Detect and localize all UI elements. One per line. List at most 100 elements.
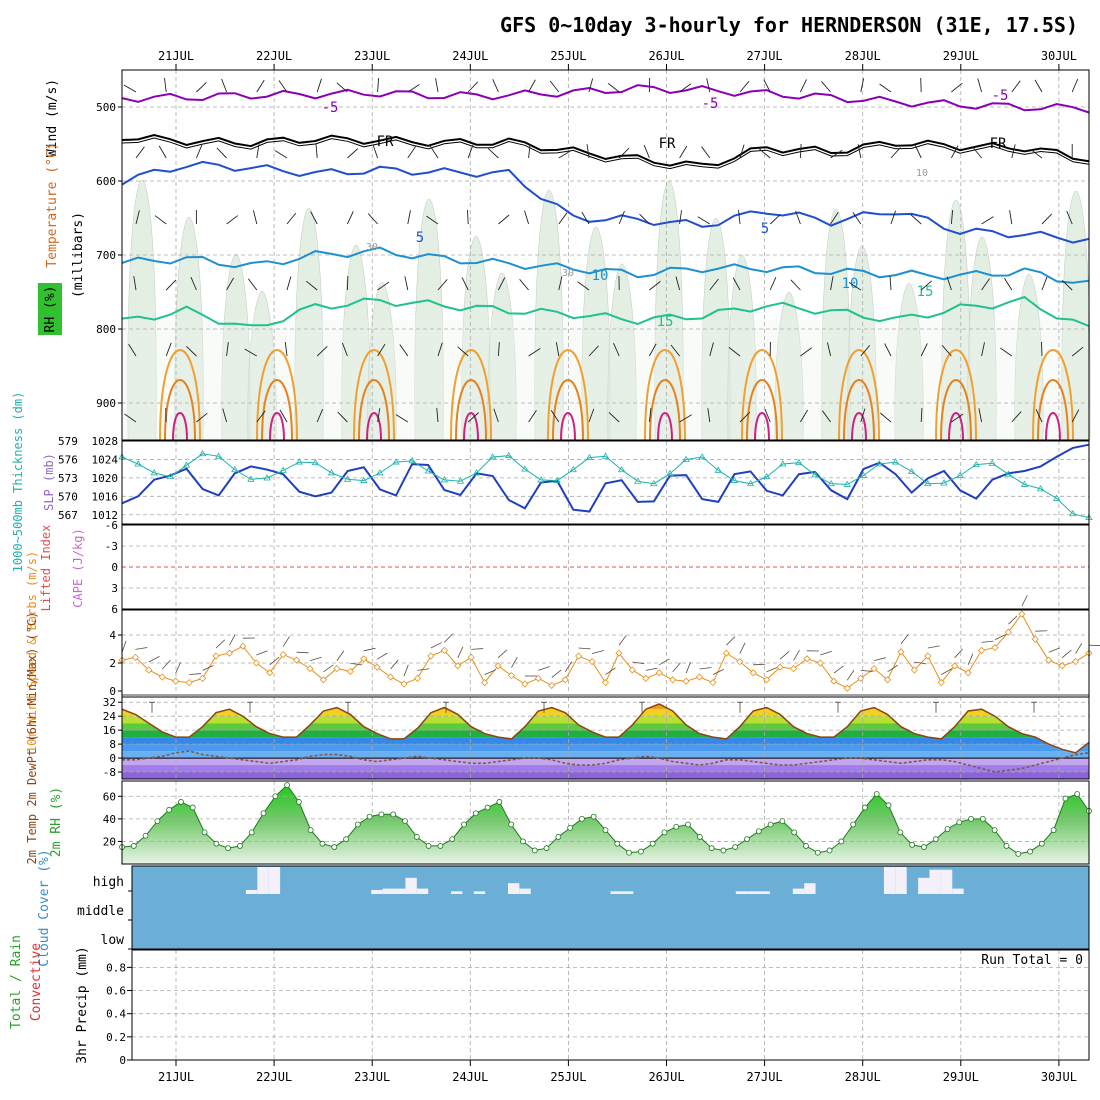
wind-barb <box>248 278 258 291</box>
rh-point <box>968 815 974 822</box>
wind-barb <box>1071 78 1079 93</box>
wind-speed-marker <box>413 674 422 682</box>
wind-barb <box>763 79 771 93</box>
cloud-high-bar <box>519 888 531 894</box>
rh-point <box>178 799 184 805</box>
wind-barb <box>738 210 741 225</box>
chart-title: GFS 0~10day 3-hourly for HERNDERSON (31E… <box>500 13 1078 37</box>
rh-point <box>248 829 255 836</box>
rh-shade-low <box>122 320 1089 440</box>
thickness-marker <box>327 469 336 476</box>
y-axis-title: Total / Rain <box>9 935 24 1029</box>
wind-barb <box>977 78 983 93</box>
thickness-line <box>121 453 1090 519</box>
contour-label: 10 <box>842 276 859 292</box>
wind-barb <box>800 409 808 423</box>
wind-barb-10m <box>605 667 616 675</box>
wind-speed-marker <box>1045 656 1053 664</box>
wind-barb-10m <box>1048 647 1061 653</box>
wind-barb-10m <box>121 640 127 653</box>
wind-barb <box>978 408 983 423</box>
date-label-bottom: 24JUL <box>452 1070 488 1084</box>
wind-barb <box>135 210 140 225</box>
wind-barb <box>910 214 922 225</box>
date-label-bottom: 29JUL <box>943 1070 979 1084</box>
wind-barb <box>588 408 595 423</box>
thickness-marker <box>634 477 642 484</box>
cloud-level-label: high <box>93 875 124 890</box>
rh-point <box>614 840 621 847</box>
wind-barb <box>377 281 390 291</box>
wind-barb-10m <box>645 667 658 671</box>
wind-barb <box>739 144 745 159</box>
wind-barb-10m <box>927 645 940 649</box>
wind-barb <box>848 281 862 291</box>
precip-tick-label: 0.6 <box>106 985 126 998</box>
rh-point <box>142 832 149 839</box>
wind-barb-10m <box>578 647 591 650</box>
warm-contour <box>649 379 681 441</box>
wind-barb <box>830 212 839 225</box>
cape-lifted-index-panel: -6 -3 0 3 6 <box>105 519 1089 616</box>
contour-label: -5 <box>992 88 1009 104</box>
wind-barb <box>697 216 711 225</box>
wind-speed-marker <box>400 680 408 688</box>
rh-point <box>402 818 408 825</box>
temp-band <box>122 758 1089 766</box>
warm-contour <box>455 379 487 441</box>
wind-barb <box>549 80 560 93</box>
wind-barb <box>608 412 620 423</box>
wind-barb <box>799 79 807 93</box>
y-axis-labels: Wind (m/s)Temperature (°C) RH (%) (milliba… <box>9 79 90 1064</box>
rh-shade <box>894 282 924 441</box>
wind-barb <box>436 408 439 423</box>
thickness-marker <box>650 479 658 487</box>
wind-speed-marker <box>387 673 395 681</box>
wind-barb <box>337 411 348 423</box>
rh-point <box>437 843 444 849</box>
wind-barb <box>920 407 923 423</box>
wind-barb <box>377 343 386 357</box>
wind-barb-10m <box>1021 595 1028 607</box>
wind-barb <box>528 410 537 423</box>
wind-barb-10m <box>846 670 855 681</box>
rh-point <box>366 813 373 820</box>
wind-barb <box>827 342 832 357</box>
wind-barb <box>315 144 318 159</box>
wind-barb-10m <box>618 635 627 646</box>
rh-point <box>472 810 479 817</box>
wind-barb <box>528 79 536 93</box>
wind-barb-10m <box>444 633 453 643</box>
wind-barb <box>800 347 812 357</box>
wind-barb <box>670 344 680 357</box>
y-axis-title: SLP (mb) <box>42 453 56 511</box>
y-axis-title: Lifted Index <box>39 525 53 612</box>
wind-barb-10m <box>161 659 171 670</box>
contour-label: FR <box>990 136 1007 152</box>
y-tick-label: 600 <box>96 175 116 188</box>
wind-speed-marker <box>682 677 690 685</box>
wind-barb <box>607 83 620 93</box>
wind-barb <box>216 147 227 159</box>
thickness-marker <box>279 466 287 473</box>
wind-speed-marker <box>722 649 730 657</box>
rh-shade <box>294 207 324 441</box>
date-label-top: 24JUL <box>452 49 488 63</box>
wind-barb <box>124 413 137 423</box>
rh-point <box>1062 795 1069 802</box>
wind-speed-marker <box>521 680 529 688</box>
y-tick-label: 0 <box>109 752 116 765</box>
wind-speed-marker <box>776 663 784 671</box>
wind-barb-10m <box>739 642 746 654</box>
isotherm-line <box>121 137 1090 170</box>
rh-point <box>225 845 232 852</box>
wind-barb <box>950 210 954 225</box>
contour-label: 5 <box>416 230 424 246</box>
cloud-high-bar <box>918 877 930 894</box>
wind-barb <box>1011 144 1016 159</box>
wind-barb-10m <box>672 662 681 673</box>
cloud-high-bar <box>507 883 520 894</box>
li-tick-label: -6 <box>105 519 118 532</box>
rh-point <box>496 799 503 805</box>
wind-barb-10m <box>820 650 832 656</box>
